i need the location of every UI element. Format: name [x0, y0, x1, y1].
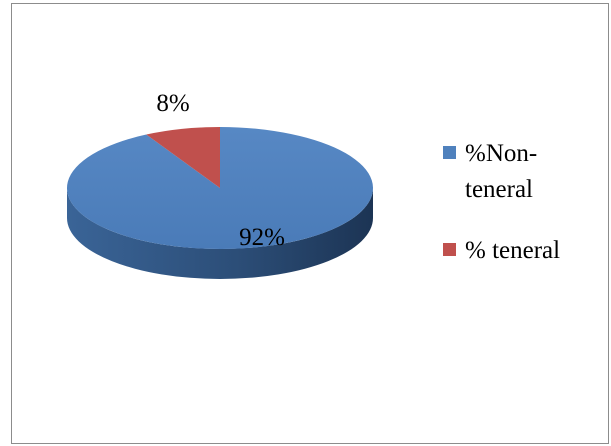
legend: %Non-teneral % teneral — [443, 140, 560, 264]
legend-label-teneral: % teneral — [465, 237, 560, 264]
legend-label-non-teneral: teneral — [465, 176, 533, 203]
legend-swatch-non-teneral — [443, 146, 456, 159]
pie-side — [67, 188, 373, 279]
data-label-non-teneral: 92% — [239, 224, 285, 251]
legend-swatch-teneral — [443, 243, 456, 256]
legend-label-non-teneral: %Non- — [465, 140, 537, 167]
legend-item-non-teneral: %Non-teneral — [443, 140, 537, 203]
data-label-teneral: 8% — [156, 90, 189, 117]
pie-slice-non-teneral — [66, 127, 373, 249]
pie-slice-teneral — [146, 127, 220, 188]
legend-item-teneral: % teneral — [443, 237, 560, 264]
pie-group: 92% 8% — [66, 90, 373, 279]
